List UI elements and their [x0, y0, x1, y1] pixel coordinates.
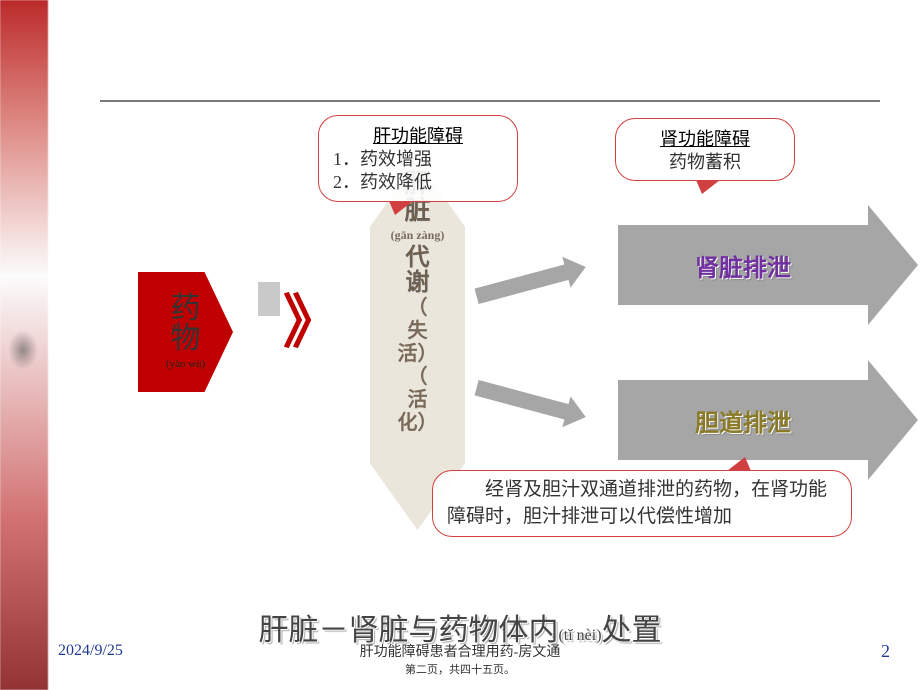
- big-arrow-bile: 胆道排泄: [618, 380, 918, 460]
- callout-liver-tail: [389, 201, 413, 215]
- arrow-gap-block: [258, 282, 280, 316]
- callout-liver-title: 肝功能障碍: [333, 122, 503, 148]
- callout-kidney-title: 肾功能障碍: [630, 125, 780, 151]
- top-divider: [100, 100, 880, 102]
- chevron-icon: 》: [283, 275, 341, 359]
- drug-char1: 药: [171, 294, 201, 324]
- callout-liver-line2: 2．药效降低: [333, 171, 503, 194]
- connector-arrow-top: [475, 264, 571, 304]
- drug-pinyin: (yào wù): [166, 358, 205, 370]
- callout-bile-tail: [727, 457, 751, 471]
- big-arrow-kidney-label: 肾脏排泄: [695, 248, 791, 283]
- big-arrow-kidney: 肾脏排泄: [618, 225, 918, 305]
- callout-kidney-dysfunction: 肾功能障碍 药物蓄积: [615, 118, 795, 181]
- callout-kidney-body: 药物蓄积: [630, 151, 780, 174]
- big-arrow-bile-label: 胆道排泄: [695, 403, 791, 438]
- footer-page-count: 第二页，共四十五页。: [405, 664, 515, 676]
- connector-arrow-bottom: [475, 380, 571, 420]
- drug-char2: 物: [171, 324, 201, 354]
- left-ink-decoration: [0, 0, 48, 690]
- footer-doc-title: 肝功能障碍患者合理用药-房文通: [360, 645, 561, 660]
- footer-center: 肝功能障碍患者合理用药-房文通 第二页，共四十五页。: [0, 641, 920, 678]
- drug-shape: 药 物 (yào wù): [138, 272, 233, 392]
- callout-liver-dysfunction: 肝功能障碍 1．药效增强 2．药效降低: [318, 115, 518, 202]
- arrowhead-icon: [868, 360, 918, 480]
- callout-bile-compensation: 经肾及胆汁双通道排泄的药物，在肾功能障碍时，胆汁排泄可以代偿性增加: [432, 470, 852, 537]
- callout-bile-body: 经肾及胆汁双通道排泄的药物，在肾功能障碍时，胆汁排泄可以代偿性增加: [447, 477, 837, 530]
- arrowhead-icon: [868, 205, 918, 325]
- callout-liver-line1: 1．药效增强: [333, 148, 503, 171]
- callout-kidney-tail: [696, 180, 720, 194]
